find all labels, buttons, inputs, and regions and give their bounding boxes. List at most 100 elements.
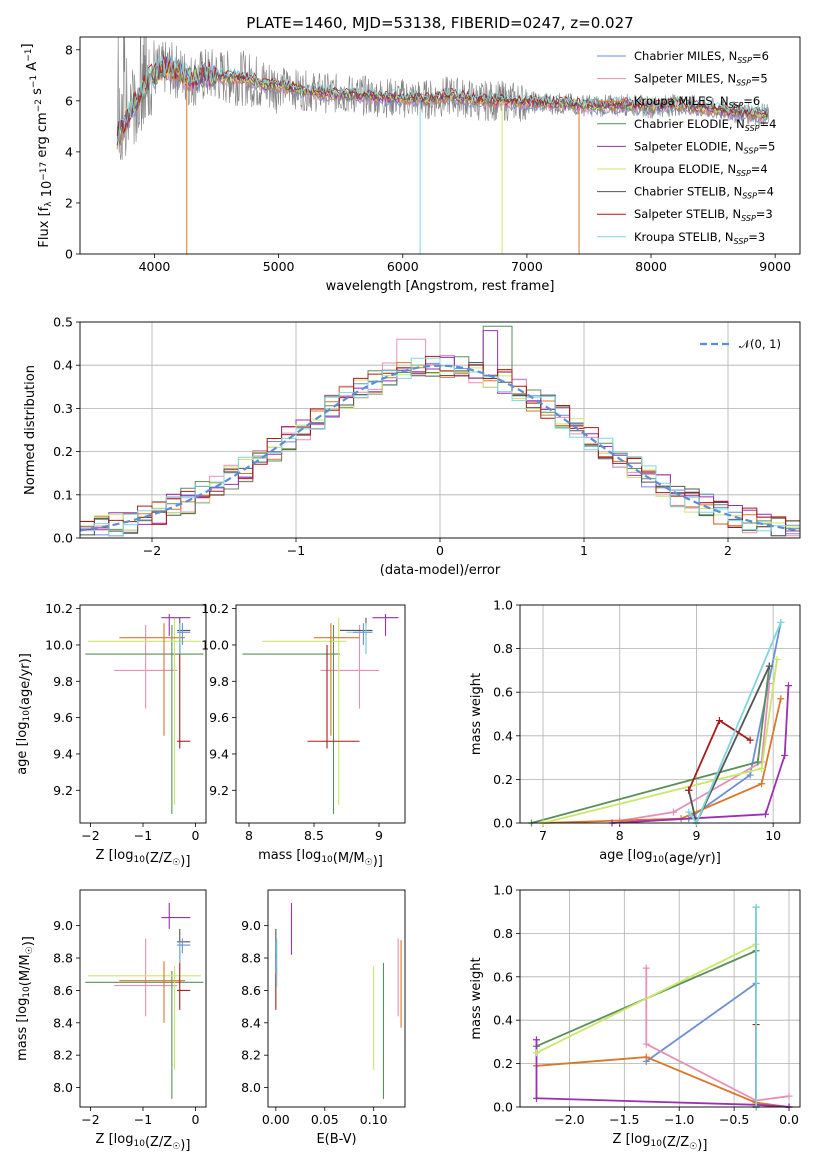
- y-tick-label: 8.2: [241, 1048, 261, 1063]
- weight-marker: [752, 903, 760, 911]
- x-tick-label: 5000: [263, 259, 295, 274]
- y-tick-label: 10.2: [45, 601, 73, 616]
- label-part: (age/yr)]: [664, 851, 721, 866]
- weight-marker: [761, 810, 769, 818]
- x-tick-label: 0.00: [262, 1112, 290, 1127]
- y-tick-label: 8.8: [53, 951, 73, 966]
- x-tick-label: −1.0: [664, 1112, 694, 1127]
- label-part: mass [: [15, 1018, 30, 1061]
- y-axis-label: mass weight: [469, 673, 484, 755]
- weight-marker: [642, 1040, 650, 1048]
- label-part: Z [: [96, 1132, 114, 1147]
- y-tick-label: 10.0: [201, 637, 229, 652]
- plot-frame: [235, 604, 406, 824]
- y-tick-label: 9.4: [209, 746, 229, 761]
- label-part: ]: [20, 43, 35, 48]
- legend-n: =6: [752, 49, 769, 63]
- legend-text: Chabrier MILES, N: [634, 49, 737, 63]
- y-tick-label: 9.2: [53, 783, 73, 798]
- x-axis-label: E(B-V): [316, 1132, 356, 1147]
- legend-label: 𝒩(0, 1): [739, 337, 781, 351]
- legend-text: Chabrier STELIB, N: [634, 185, 742, 199]
- label-part: log: [15, 722, 30, 742]
- y-tick-label: 9.6: [53, 710, 73, 725]
- label-part: −17: [39, 162, 49, 181]
- legend-label: Kroupa MILES, NSSP=6: [634, 94, 760, 110]
- x-tick-label: 0: [192, 828, 200, 843]
- weight-marker: [758, 780, 766, 788]
- label-part: log: [114, 1132, 134, 1147]
- model-spectrum-line: [117, 59, 769, 145]
- y-tick-label: 1.0: [493, 598, 513, 613]
- weight-marker: [532, 1036, 540, 1044]
- plot-frame: [519, 604, 801, 824]
- histogram-area: [80, 325, 800, 537]
- weight-line: [645, 981, 790, 1108]
- legend-n: =4: [760, 117, 777, 131]
- x-tick-label: 7: [539, 828, 547, 843]
- weight-marker: [746, 736, 754, 744]
- x-tick-label: 1: [580, 543, 588, 558]
- weight-marker: [669, 808, 677, 816]
- y-axis-label: mass [log10(M/M☉)]: [15, 936, 36, 1061]
- chart-age-vs-Z: −2 −1 09.29.49.69.810.010.2Z [log10(Z/Z☉)]…: [15, 601, 207, 869]
- legend-text: Salpeter MILES, N: [634, 72, 736, 86]
- plot-frame: [79, 889, 207, 1108]
- chart-mass-vs-EBV: 0.00 0.05 0.10 8.0 8.2 8.4 8.6 8.8 9.0 E(B-V): [241, 889, 406, 1147]
- y-tick-label: 0.6: [493, 969, 513, 984]
- legend-sub: SSP: [737, 56, 752, 65]
- x-tick-label: 8: [616, 828, 624, 843]
- x-tick-label: −2: [81, 1112, 99, 1127]
- chart-weight-vs-Z: −2.0 −1.5 −1.0 −0.5 0.0 0.0 0.2 0.4 0.6 0.8 1.0 Z […: [469, 883, 801, 1153]
- legend-text: Chabrier ELODIE, N: [634, 117, 745, 131]
- y-tick-label: 0.2: [493, 772, 513, 787]
- legend-text: Salpeter ELODIE, N: [634, 139, 744, 153]
- y-tick-label: 0.0: [493, 816, 513, 831]
- label-part: mass weight: [469, 957, 484, 1039]
- x-axis-label: Z [log10(Z/Z☉)]: [613, 1132, 708, 1153]
- label-part: )]: [697, 1138, 707, 1153]
- y-tick-label: 9.6: [209, 710, 229, 725]
- y-axis-label: Normed distribution: [23, 365, 38, 495]
- label-part: )]: [180, 854, 190, 869]
- y-tick-label: 9.8: [53, 674, 73, 689]
- y-tick-label: 10.2: [201, 601, 229, 616]
- label-part: Z [: [613, 1132, 631, 1147]
- x-axis-label: (data-model)/error: [380, 563, 501, 578]
- label-part: (Z/Z: [145, 851, 172, 866]
- legend-n: =4: [751, 162, 768, 176]
- label-part: s: [30, 88, 45, 99]
- label-sub: 10: [134, 855, 146, 865]
- label-part: ☉: [172, 858, 180, 868]
- weight-line: [645, 968, 790, 1102]
- legend-n: =3: [748, 230, 765, 244]
- weight-marker: [781, 751, 789, 759]
- x-tick-label: 9: [692, 828, 700, 843]
- y-tick-label: 8.4: [53, 1015, 73, 1030]
- legend-label: Kroupa STELIB, NSSP=3: [634, 230, 765, 246]
- weight-marker: [784, 682, 792, 690]
- plot-frame: [79, 321, 801, 539]
- x-tick-label: −1: [134, 828, 152, 843]
- chart-residuals: −2 −1 0 1 2 0.0 0.1 0.2 0.3 0.4 0.5 (data-model)/er…: [23, 315, 801, 578]
- label-part: −1: [24, 49, 34, 62]
- label-part: mass [: [258, 848, 301, 863]
- legend-n: =5: [758, 139, 775, 153]
- legend-sub: SSP: [736, 169, 751, 178]
- y-axis-label: age [log10(age/yr)]: [15, 653, 33, 775]
- label-sub: 10: [321, 855, 333, 865]
- legend-n: =5: [751, 72, 768, 86]
- x-tick-label: 0: [192, 1112, 200, 1127]
- label-part: ☉: [172, 1142, 180, 1152]
- x-tick-label: 10: [765, 828, 781, 843]
- y-tick-label: 9.2: [209, 783, 229, 798]
- y-tick-label: 0.4: [53, 358, 73, 373]
- x-tick-label: −1: [134, 1112, 152, 1127]
- weight-marker: [685, 786, 693, 794]
- y-tick-label: 0.1: [53, 487, 73, 502]
- y-tick-label: 0.3: [53, 401, 73, 416]
- legend-sub: SSP: [745, 124, 760, 133]
- x-tick-label: 6000: [387, 259, 419, 274]
- legend-label: Chabrier ELODIE, NSSP=4: [634, 117, 776, 133]
- plot-frame: [79, 36, 801, 255]
